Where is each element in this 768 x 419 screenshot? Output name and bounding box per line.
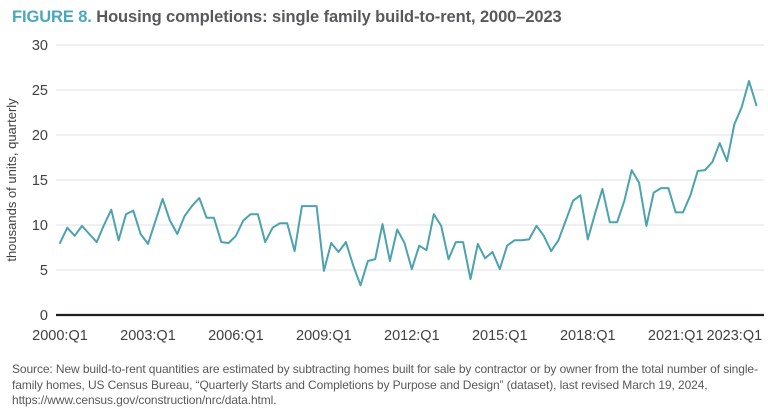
- x-tick-label: 2009:Q1: [296, 328, 352, 344]
- source-note: Source: New build-to-rent quantities are…: [12, 362, 758, 407]
- x-tick-label: 2006:Q1: [208, 328, 264, 344]
- x-tick-label: 2018:Q1: [560, 328, 616, 344]
- y-tick-label: 25: [32, 83, 48, 99]
- figure-title: FIGURE 8. Housing completions: single fa…: [12, 8, 756, 27]
- x-tick-label: 2012:Q1: [384, 328, 440, 344]
- y-tick-label: 5: [40, 263, 48, 279]
- x-tick-label: 2003:Q1: [120, 328, 176, 344]
- figure-title-text: Housing completions: single family build…: [91, 8, 562, 26]
- figure-number-label: FIGURE 8.: [12, 8, 92, 26]
- y-axis-title: thousands of units, quarterly: [4, 98, 19, 262]
- y-tick-label: 15: [32, 173, 48, 189]
- x-tick-label: 2021:Q1: [648, 328, 704, 344]
- line-chart: 0 5 10 15 20 25 30 2000:Q1 2003:Q1 2006:Q1 2009:Q1…: [4, 38, 764, 344]
- x-tick-label: 2015:Q1: [472, 328, 528, 344]
- y-tick-label: 0: [40, 308, 48, 324]
- y-tick-label: 20: [32, 128, 48, 144]
- y-tick-label: 10: [32, 218, 48, 234]
- x-tick-label: 2000:Q1: [32, 328, 88, 344]
- y-tick-label: 30: [32, 38, 48, 54]
- x-tick-label: 2023:Q1: [707, 328, 763, 344]
- series-line-build-to-rent: [59, 80, 758, 287]
